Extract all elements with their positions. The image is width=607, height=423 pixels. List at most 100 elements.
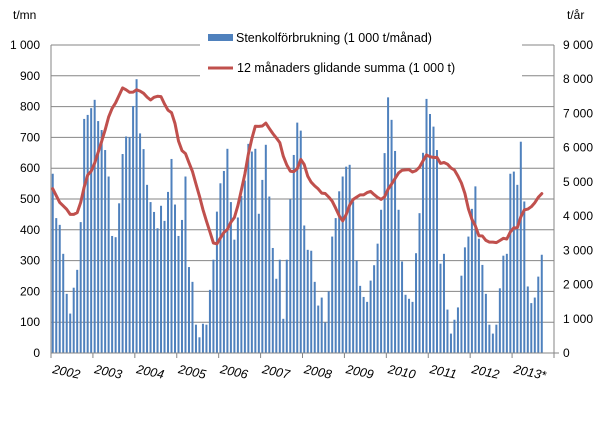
bar xyxy=(139,133,142,353)
legend-background xyxy=(200,28,522,82)
bar xyxy=(271,247,274,353)
bar xyxy=(359,285,362,353)
bar xyxy=(505,253,508,353)
bar xyxy=(509,173,512,353)
bar xyxy=(156,228,159,353)
bar xyxy=(355,260,358,353)
bar xyxy=(86,114,89,353)
bar xyxy=(348,164,351,353)
axes xyxy=(50,45,559,358)
bar xyxy=(432,126,435,354)
bar xyxy=(289,199,292,353)
bar xyxy=(79,222,82,353)
bar xyxy=(275,278,278,353)
bar xyxy=(303,225,306,353)
left-tick-label: 700 xyxy=(20,130,40,144)
left-tick-label: 900 xyxy=(20,69,40,83)
bar xyxy=(236,217,239,353)
bar xyxy=(338,191,341,353)
bar xyxy=(439,263,442,353)
bar xyxy=(146,184,149,353)
right-tick-label: 5 000 xyxy=(563,175,593,189)
year-label: 2011 xyxy=(428,362,458,381)
bar xyxy=(180,219,183,353)
bar xyxy=(243,180,246,353)
bar xyxy=(219,183,222,353)
bar xyxy=(526,286,529,353)
bar xyxy=(488,324,491,353)
bar xyxy=(58,224,61,353)
bar xyxy=(51,173,54,353)
bar xyxy=(100,130,103,353)
left-tick-label: 800 xyxy=(20,100,40,114)
bar xyxy=(296,122,299,353)
bar xyxy=(320,297,323,353)
right-tick-label: 8 000 xyxy=(563,72,593,86)
bar xyxy=(408,298,411,353)
bar xyxy=(191,281,194,353)
bar xyxy=(65,293,68,353)
bar xyxy=(160,205,163,353)
x-axis-tick-labels: 2002 2003 2004 2005 2006 2007 2008 2009 2010 2011… xyxy=(50,362,548,383)
bar xyxy=(422,152,425,353)
bar xyxy=(369,280,372,353)
bar xyxy=(194,324,197,353)
bar xyxy=(261,179,264,353)
year-label: 2004 xyxy=(134,362,165,382)
legend-bar-label: Stenkolförbrukning (1 000 t/månad) xyxy=(236,31,432,45)
bar xyxy=(477,238,480,353)
bar xyxy=(428,113,431,353)
bar xyxy=(540,254,543,353)
bar xyxy=(519,141,522,353)
left-axis-unit-label: t/mn xyxy=(13,8,36,22)
left-tick-label: 300 xyxy=(20,254,40,268)
right-axis-unit-label: t/år xyxy=(567,8,584,22)
bar xyxy=(516,184,519,353)
left-tick-label: 200 xyxy=(20,284,40,298)
bar xyxy=(201,323,204,353)
right-tick-label: 6 000 xyxy=(563,141,593,155)
bar xyxy=(174,204,177,353)
right-axis-tick-labels: 0 1 000 2 000 3 000 4 000 5 000 6 000 7 000 8 00… xyxy=(563,38,593,360)
bar xyxy=(463,247,466,353)
bar xyxy=(62,253,65,353)
bar xyxy=(310,250,313,353)
bar xyxy=(376,243,379,353)
year-label: 2012 xyxy=(470,362,501,382)
bar xyxy=(401,261,404,353)
bar xyxy=(142,149,145,353)
bar xyxy=(470,208,473,353)
bar xyxy=(324,322,327,353)
bar xyxy=(313,281,316,353)
bar xyxy=(93,99,96,353)
bar xyxy=(278,259,281,353)
year-label: 2007 xyxy=(260,362,292,382)
bar xyxy=(114,237,117,353)
bar xyxy=(118,203,121,353)
left-tick-label: 1 000 xyxy=(10,38,40,52)
year-label: 2010 xyxy=(386,362,417,382)
bar xyxy=(135,79,138,354)
bar xyxy=(481,264,484,353)
bar xyxy=(418,213,421,353)
bar xyxy=(435,150,438,353)
bar xyxy=(380,209,383,353)
left-tick-label: 100 xyxy=(20,315,40,329)
bar xyxy=(83,118,86,353)
legend: Stenkolförbrukning (1 000 t/månad) 12 må… xyxy=(208,31,455,75)
left-tick-label: 0 xyxy=(33,346,40,360)
bar xyxy=(306,249,309,353)
bar xyxy=(222,170,225,353)
legend-line-label: 12 månaders glidande summa (1 000 t) xyxy=(237,61,455,75)
bar xyxy=(167,191,170,353)
legend-bar-swatch xyxy=(208,34,233,41)
bar xyxy=(373,265,376,353)
bar xyxy=(390,119,393,354)
bar xyxy=(334,218,337,353)
bar xyxy=(153,211,156,353)
bar xyxy=(453,319,456,353)
bar xyxy=(299,130,302,353)
bar xyxy=(149,202,152,353)
bar xyxy=(449,333,452,353)
bar xyxy=(215,211,218,353)
